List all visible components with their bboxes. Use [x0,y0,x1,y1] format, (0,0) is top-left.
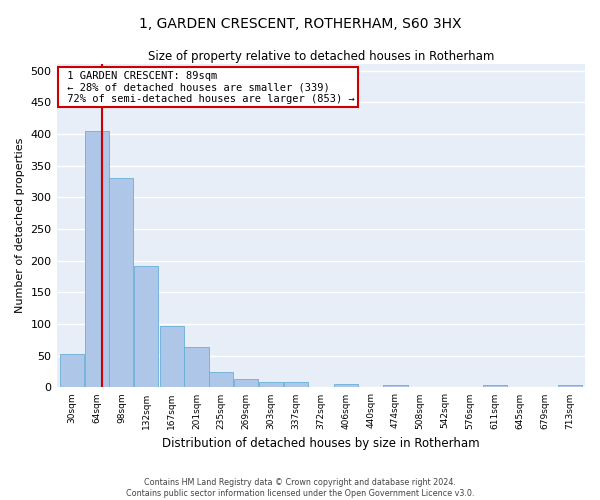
Bar [184,348,209,388]
Bar [109,178,133,388]
Title: Size of property relative to detached houses in Rotherham: Size of property relative to detached ho… [148,50,494,63]
Text: 1 GARDEN CRESCENT: 89sqm
 ← 28% of detached houses are smaller (339)
 72% of sem: 1 GARDEN CRESCENT: 89sqm ← 28% of detach… [61,70,355,104]
Bar [134,266,158,388]
Bar [60,354,84,388]
Y-axis label: Number of detached properties: Number of detached properties [15,138,25,314]
Bar [484,385,508,388]
Bar [160,326,184,388]
Bar [85,130,109,388]
Bar [284,382,308,388]
Bar [383,385,407,388]
X-axis label: Distribution of detached houses by size in Rotherham: Distribution of detached houses by size … [162,437,479,450]
Bar [334,384,358,388]
Text: Contains HM Land Registry data © Crown copyright and database right 2024.
Contai: Contains HM Land Registry data © Crown c… [126,478,474,498]
Bar [209,372,233,388]
Text: 1, GARDEN CRESCENT, ROTHERHAM, S60 3HX: 1, GARDEN CRESCENT, ROTHERHAM, S60 3HX [139,18,461,32]
Bar [557,385,582,388]
Bar [259,382,283,388]
Bar [234,379,258,388]
